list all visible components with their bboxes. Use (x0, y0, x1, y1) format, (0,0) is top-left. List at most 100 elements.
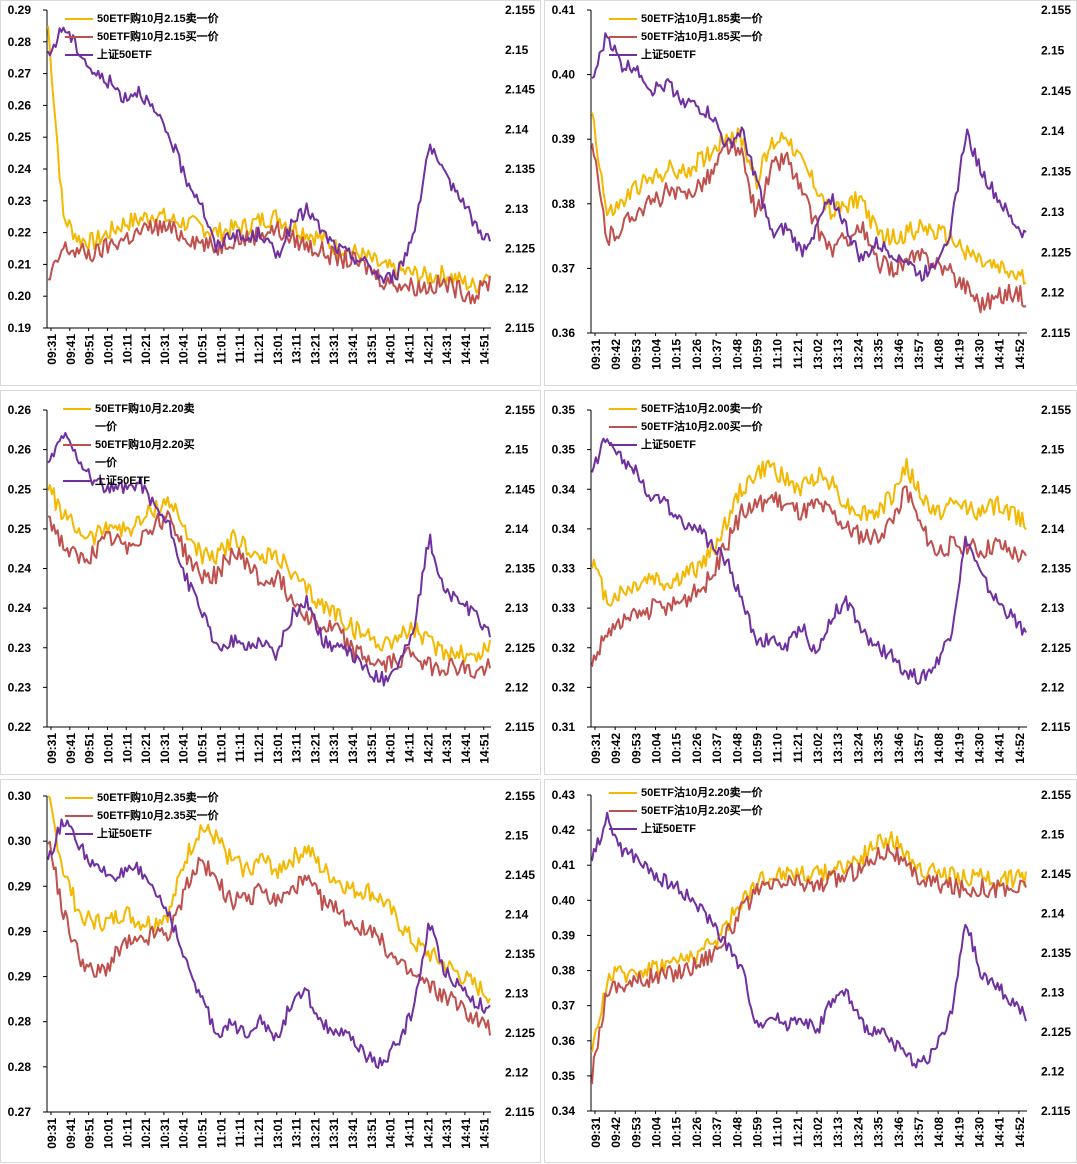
x-tick-label: 14:51 (478, 334, 492, 365)
chart-panel-5: 0.27 0.28 0.28 0.29 0.29 0.29 0.30 0.30 2.115 2.1… (0, 779, 541, 1163)
y-left-tick-label: 0.29 (8, 3, 32, 17)
legend-label: 50ETF沽10月2.20买一价 (641, 805, 763, 817)
legend-label: 上证50ETF (95, 475, 151, 487)
x-tick-label: 14:30 (973, 339, 987, 370)
y-right-tick-label: 2.13 (1041, 205, 1065, 219)
x-tick-label: 10:37 (710, 1117, 724, 1148)
series-line-sell (47, 795, 491, 1004)
y-right-tick-label: 2.135 (505, 562, 535, 576)
chart-legend: 50ETF购10月2.15卖一价 50ETF购10月2.15买一价 上证50ETF (65, 10, 219, 64)
x-tick-label: 10:31 (158, 733, 172, 764)
y-right-tick-label: 2.15 (1041, 43, 1065, 57)
y-left-tick-label: 0.24 (8, 562, 32, 576)
x-tick-label: 13:21 (308, 1118, 322, 1149)
legend-swatch (609, 36, 637, 38)
y-left-tick-label: 0.39 (552, 132, 576, 146)
y-right-tick-label: 2.12 (1041, 286, 1065, 300)
series-line-buy (591, 843, 1027, 1085)
y-right-tick-label: 2.155 (505, 789, 535, 803)
x-tick-label: 13:31 (327, 334, 341, 365)
x-tick-label: 14:01 (384, 334, 398, 365)
x-tick-label: 14:31 (440, 334, 454, 365)
legend-label: 上证50ETF (97, 828, 153, 840)
y-left-tick-label: 0.36 (552, 326, 576, 340)
y-left-tick-label: 0.20 (8, 289, 32, 303)
series-line-index (591, 811, 1027, 1069)
y-right-tick-label: 2.115 (505, 1105, 535, 1119)
legend-swatch (609, 18, 637, 20)
y-right-tick-label: 2.15 (1041, 828, 1065, 842)
x-tick-label: 14:21 (421, 733, 435, 764)
legend-swatch (609, 792, 637, 794)
y-right-tick-label: 2.155 (1041, 788, 1071, 802)
y-left-tick-label: 0.25 (8, 130, 32, 144)
x-tick-label: 10:51 (196, 334, 210, 365)
x-tick-label: 14:21 (421, 1118, 435, 1149)
chart-legend: 50ETF购10月2.35卖一价 50ETF购10月2.35买一价 上证50ETF (65, 789, 219, 843)
x-tick-label: 10:04 (650, 733, 664, 764)
x-tick-label: 14:51 (478, 733, 492, 764)
legend-label: 50ETF沽10月1.85买一价 (641, 31, 763, 43)
x-tick-label: 13:13 (831, 1117, 845, 1148)
y-right-tick-label: 2.12 (505, 680, 529, 694)
y-right-tick-label: 2.125 (505, 641, 535, 655)
y-right-tick-label: 2.145 (1041, 482, 1071, 496)
y-left-tick-label: 0.29 (8, 879, 32, 893)
chart-svg: 0.31 0.32 0.32 0.33 0.33 0.34 0.34 0.35 0.35 2.11… (552, 403, 1072, 764)
x-tick-label: 14:11 (402, 733, 416, 763)
y-left-tick-label: 0.31 (552, 720, 576, 734)
legend-label: 50ETF购10月2.35买一价 (97, 810, 219, 822)
legend-item: 上证50ETF (63, 472, 205, 490)
y-right-tick-label: 2.155 (1041, 3, 1071, 17)
y-left-tick-label: 0.24 (8, 162, 32, 176)
y-right-tick-label: 2.14 (505, 522, 529, 536)
x-tick-label: 10:51 (196, 1118, 210, 1149)
x-tick-label: 13:35 (872, 733, 886, 764)
x-tick-label: 10:11 (120, 334, 134, 364)
y-left-tick-label: 0.38 (552, 964, 576, 978)
x-tick-label: 14:52 (1013, 1117, 1027, 1148)
legend-label: 50ETF沽10月2.20卖一价 (641, 787, 763, 799)
y-right-tick-label: 2.14 (1041, 907, 1065, 921)
x-tick-label: 10:48 (730, 733, 744, 764)
x-tick-label: 11:21 (252, 733, 266, 763)
x-tick-label: 14:41 (459, 1118, 473, 1149)
legend-item: 上证50ETF (609, 820, 763, 838)
x-tick-label: 14:41 (993, 1117, 1007, 1148)
y-right-tick-label: 2.13 (505, 601, 529, 615)
x-tick-label: 13:02 (811, 1117, 825, 1148)
x-tick-label: 13:11 (290, 733, 304, 763)
legend-item: 50ETF购10月2.35卖一价 (65, 789, 219, 807)
x-tick-label: 10:21 (139, 334, 153, 365)
y-right-tick-label: 2.15 (1041, 443, 1065, 457)
x-tick-label: 10:37 (710, 339, 724, 370)
y-left-tick-label: 0.32 (552, 641, 576, 655)
y-right-tick-label: 2.12 (505, 1066, 529, 1080)
x-tick-label: 11:10 (771, 1117, 785, 1147)
x-tick-label: 14:41 (993, 733, 1007, 764)
legend-label: 上证50ETF (641, 823, 697, 835)
legend-item: 上证50ETF (609, 46, 763, 64)
y-right-tick-label: 2.12 (1041, 1065, 1065, 1079)
x-tick-label: 13:41 (346, 733, 360, 764)
legend-swatch (65, 54, 93, 56)
y-left-tick-label: 0.28 (8, 35, 32, 49)
y-left-tick-label: 0.30 (8, 834, 32, 848)
x-tick-label: 10:26 (690, 1117, 704, 1148)
y-right-tick-label: 2.13 (505, 987, 529, 1001)
legend-item: 上证50ETF (65, 825, 219, 843)
y-left-tick-label: 0.26 (8, 98, 32, 112)
series-line-buy (47, 510, 491, 679)
x-tick-label: 09:42 (609, 1117, 623, 1148)
x-tick-label: 10:31 (158, 1118, 172, 1149)
x-tick-label: 13:46 (892, 1117, 906, 1148)
legend-swatch (65, 815, 93, 817)
x-tick-label: 10:26 (690, 339, 704, 370)
y-right-tick-label: 2.145 (505, 83, 535, 97)
chart-svg: 0.19 0.20 0.21 0.22 0.23 0.24 0.25 0.26 0.27 0.28… (8, 3, 536, 365)
x-tick-label: 13:13 (831, 733, 845, 764)
legend-swatch (609, 408, 637, 410)
y-right-tick-label: 2.145 (1041, 84, 1071, 98)
x-tick-label: 13:41 (346, 1118, 360, 1149)
y-right-tick-label: 2.155 (505, 3, 535, 17)
